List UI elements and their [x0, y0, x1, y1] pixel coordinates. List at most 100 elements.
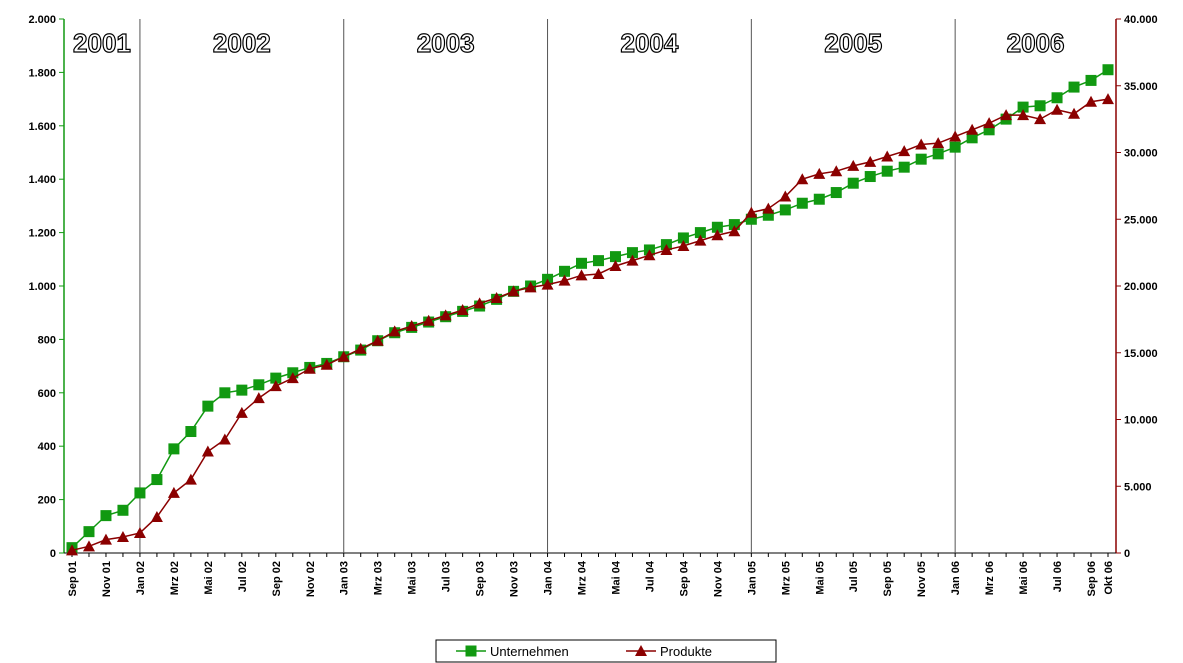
data-point [915, 153, 927, 165]
data-point [456, 304, 469, 316]
x-tick-label: Okt 06 [1103, 561, 1115, 595]
year-label: 2003 [417, 28, 475, 58]
data-point [966, 132, 978, 144]
data-point [983, 124, 995, 136]
data-point [745, 206, 758, 218]
data-point [711, 229, 724, 241]
data-point [99, 533, 112, 545]
data-point [66, 544, 78, 556]
data-point [592, 255, 604, 267]
data-point [592, 267, 605, 279]
data-point [575, 269, 588, 281]
data-point [1034, 100, 1046, 112]
data-point [473, 297, 486, 309]
y2-tick-label: 20.000 [1124, 281, 1158, 293]
data-point [1051, 92, 1063, 104]
data-point [576, 257, 588, 269]
y2-tick-label: 35.000 [1124, 81, 1158, 93]
data-point [949, 141, 961, 153]
data-point [847, 159, 860, 171]
x-tick-label: Mrz 06 [984, 561, 996, 595]
x-tick-label: Jul 03 [441, 561, 453, 592]
data-point [677, 239, 690, 251]
data-point [694, 234, 707, 246]
y2-tick-label: 40.000 [1124, 14, 1158, 26]
y-tick-label: 1.200 [28, 228, 56, 240]
data-point [898, 161, 910, 173]
data-point [745, 213, 757, 225]
data-point [609, 251, 621, 263]
data-point [677, 232, 689, 244]
legend-box [435, 639, 777, 663]
data-point [1034, 113, 1047, 125]
data-point [388, 325, 401, 337]
data-point [219, 387, 231, 399]
x-tick-label: Nov 01 [101, 561, 113, 597]
data-point [151, 474, 163, 486]
data-point [337, 350, 350, 362]
y2-tick-label: 30.000 [1124, 148, 1158, 160]
year-label: 2006 [1007, 28, 1065, 58]
data-point [1085, 95, 1098, 107]
x-tick-label: Jul 05 [848, 561, 860, 592]
data-point [558, 274, 571, 286]
x-tick-label: Nov 03 [509, 561, 521, 597]
data-point [915, 138, 928, 150]
data-point [1068, 81, 1080, 93]
y-tick-label: 1.000 [28, 281, 56, 293]
data-point [626, 247, 638, 259]
data-point [252, 392, 265, 404]
data-point [660, 243, 673, 255]
x-tick-label: Mrz 05 [780, 561, 792, 595]
data-point [609, 259, 622, 271]
data-point [1051, 103, 1064, 115]
year-label: 2004 [621, 28, 679, 58]
y2-tick-label: 10.000 [1124, 415, 1158, 427]
x-tick-label: Jul 06 [1052, 561, 1064, 592]
data-point [762, 209, 774, 221]
data-point [270, 372, 282, 384]
data-point [864, 171, 876, 183]
data-point [202, 400, 214, 412]
data-point [507, 285, 520, 297]
data-point [83, 526, 95, 538]
x-tick-label: Sep 04 [678, 560, 690, 596]
data-point [184, 473, 197, 485]
data-point [643, 249, 656, 261]
data-point [881, 165, 893, 177]
y-tick-label: 200 [38, 495, 56, 507]
year-label: 2001 [73, 28, 131, 58]
data-point [830, 187, 842, 199]
data-point [236, 384, 248, 396]
x-tick-label: Mai 05 [814, 561, 826, 595]
x-tick-label: Jul 04 [644, 560, 656, 592]
data-point [116, 530, 129, 542]
x-tick-label: Nov 04 [712, 560, 724, 597]
x-tick-label: Mai 04 [610, 560, 622, 595]
data-point [185, 426, 197, 438]
y-tick-label: 1.800 [28, 67, 56, 79]
data-point [405, 320, 418, 332]
x-tick-label: Mai 06 [1018, 561, 1030, 595]
data-point [966, 123, 979, 135]
data-point [983, 117, 996, 129]
data-point [1102, 64, 1114, 76]
data-point [354, 342, 367, 354]
legend-label: Unternehmen [490, 644, 569, 659]
data-point [949, 130, 962, 142]
data-point [201, 445, 214, 457]
x-tick-label: Sep 05 [882, 561, 894, 596]
y-tick-label: 2.000 [28, 14, 56, 26]
data-point [371, 334, 384, 346]
y-tick-label: 0 [50, 548, 56, 560]
legend: Unternehmen Produkte [435, 639, 777, 663]
data-point [117, 504, 129, 516]
data-point [711, 221, 723, 233]
data-point [830, 165, 843, 177]
x-tick-label: Sep 01 [67, 561, 79, 596]
y-tick-label: 1.600 [28, 121, 56, 133]
data-point [813, 167, 826, 179]
legend-marker [465, 645, 477, 657]
data-point [320, 358, 333, 370]
data-point [1102, 93, 1114, 105]
